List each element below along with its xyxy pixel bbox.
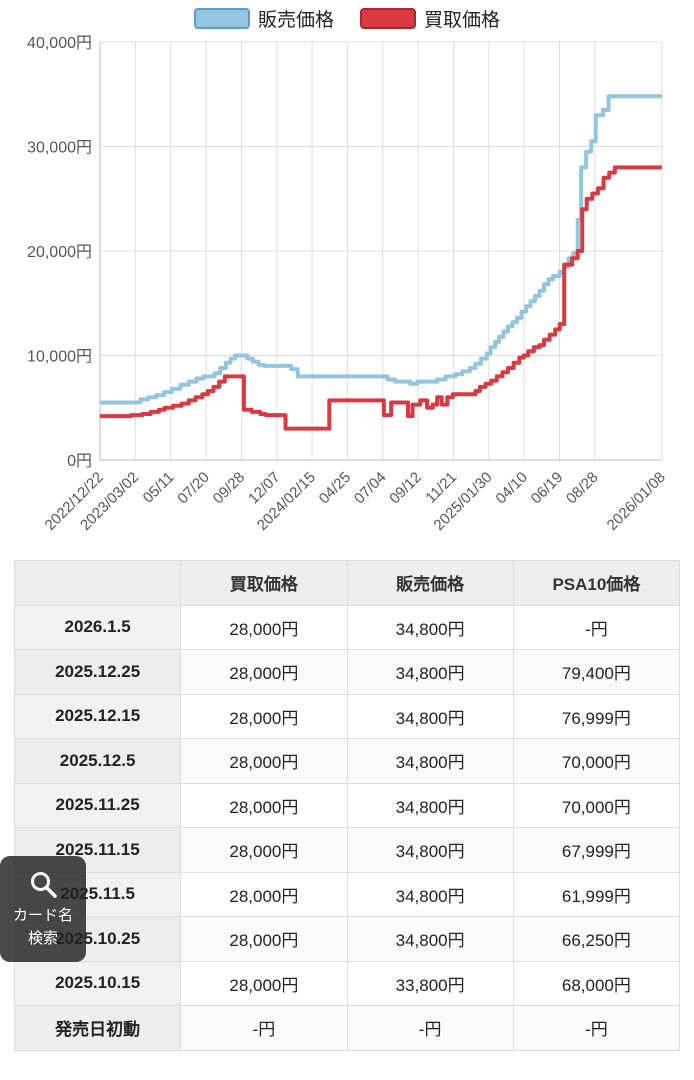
x-axis-tick-label: 07/04: [351, 469, 390, 508]
row-date: 2025.10.15: [13, 960, 182, 1006]
row-date: 2025.12.5: [13, 738, 182, 784]
row-date: 発売日初動: [13, 1005, 182, 1051]
row-psa10-value: 70,000円: [512, 782, 681, 828]
table-row: 2025.10.25 28,000円 34,800円 66,250円: [13, 916, 681, 962]
x-axis-tick-label: 04/25: [316, 469, 355, 508]
x-axis-tick-label: 2026/01/08: [604, 469, 669, 534]
price-table-body: 2026.1.5 28,000円 34,800円 -円 2025.12.25 28,000…: [13, 604, 681, 1051]
row-kaitori-value: 28,000円: [180, 960, 348, 1006]
price-table-head: 買取価格 販売価格 PSA10価格: [13, 560, 681, 606]
kaitori-price-line: [100, 165, 662, 431]
row-kaitori-value: 28,000円: [180, 782, 348, 828]
row-hanbai-value: 33,800円: [346, 960, 514, 1006]
row-date: 2025.11.25: [13, 782, 182, 828]
search-button-label-line1: カード名: [12, 907, 73, 925]
row-kaitori-value: 28,000円: [180, 693, 348, 739]
x-axis-tick-label: 08/28: [563, 469, 602, 508]
header-date: [13, 560, 182, 606]
kaitori-legend-label: 買取価格: [424, 10, 501, 31]
search-icon: [28, 869, 58, 904]
row-psa10-value: 76,999円: [512, 693, 681, 739]
row-hanbai-value: -円: [346, 1005, 514, 1051]
table-row: 2025.11.25 28,000円 34,800円 70,000円: [13, 782, 681, 828]
x-axis-tick-label: 09/12: [386, 469, 425, 508]
row-psa10-value: 67,999円: [512, 827, 681, 873]
y-axis-tick-label: 20,000円: [27, 244, 92, 261]
x-axis-tick-label: 07/20: [174, 469, 213, 508]
y-axis-tick-label: 10,000円: [27, 349, 92, 366]
y-axis-tick-label: 30,000円: [27, 140, 92, 157]
row-kaitori-value: 28,000円: [180, 916, 348, 962]
x-axis-tick-label: 06/19: [528, 469, 567, 508]
row-kaitori-value: 28,000円: [180, 649, 348, 695]
table-row: 2025.10.15 28,000円 33,800円 68,000円: [13, 960, 681, 1006]
row-psa10-value: 66,250円: [512, 916, 681, 962]
table-row: 発売日初動 -円 -円 -円: [13, 1005, 681, 1051]
row-psa10-value: -円: [512, 1005, 681, 1051]
header-hanbai: 販売価格: [346, 560, 514, 606]
table-row: 2025.12.5 28,000円 34,800円 70,000円: [13, 738, 681, 784]
row-kaitori-value: 28,000円: [180, 871, 348, 917]
table-row: 2026.1.5 28,000円 34,800円 -円: [13, 604, 681, 650]
price-table-area: 買取価格 販売価格 PSA10価格 2026.1.5 28,000円 34,800円…: [0, 560, 694, 1051]
x-axis-tick-label: 05/11: [140, 469, 178, 507]
row-hanbai-value: 34,800円: [346, 916, 514, 962]
x-axis-tick-label: 09/28: [210, 469, 249, 508]
row-psa10-value: 61,999円: [512, 871, 681, 917]
chart-legend: 販売価格 買取価格: [0, 5, 694, 32]
header-psa10: PSA10価格: [512, 560, 681, 606]
y-axis-tick-label: 40,000円: [27, 35, 92, 52]
row-hanbai-value: 34,800円: [346, 782, 514, 828]
header-row: 買取価格 販売価格 PSA10価格: [13, 560, 681, 606]
price-history-chart: 販売価格 買取価格 40,000円 30,000円 20,000円 10,000円 0円…: [0, 5, 694, 534]
table-row: 2025.12.25 28,000円 34,800円 79,400円: [13, 649, 681, 695]
legend-item-hanbai: 販売価格: [193, 5, 334, 32]
hanbai-legend-swatch: [193, 8, 250, 29]
hanbai-legend-label: 販売価格: [257, 10, 334, 31]
price-chart-svg: 40,000円30,000円20,000円10,000円0円2022/12/22…: [27, 35, 669, 534]
row-hanbai-value: 34,800円: [346, 871, 514, 917]
table-row: 2025.11.5 28,000円 34,800円 61,999円: [13, 871, 681, 917]
table-row: 2025.11.15 28,000円 34,800円 67,999円: [13, 827, 681, 873]
header-kaitori: 買取価格: [180, 560, 348, 606]
row-hanbai-value: 34,800円: [346, 827, 514, 873]
row-kaitori-value: 28,000円: [180, 738, 348, 784]
row-hanbai-value: 34,800円: [346, 604, 514, 650]
search-button-label-line2: 検索: [27, 929, 58, 947]
price-table: 買取価格 販売価格 PSA10価格 2026.1.5 28,000円 34,800円…: [13, 560, 681, 1051]
card-search-button[interactable]: カード名 検索: [0, 856, 86, 962]
row-hanbai-value: 34,800円: [346, 649, 514, 695]
row-date: 2025.12.25: [13, 649, 182, 695]
row-psa10-value: -円: [512, 604, 681, 650]
row-kaitori-value: -円: [180, 1005, 348, 1051]
row-psa10-value: 68,000円: [512, 960, 681, 1006]
row-hanbai-value: 34,800円: [346, 738, 514, 784]
row-date: 2025.12.15: [13, 693, 182, 739]
table-row: 2025.12.15 28,000円 34,800円 76,999円: [13, 693, 681, 739]
row-psa10-value: 79,400円: [512, 649, 681, 695]
kaitori-legend-swatch: [360, 8, 416, 29]
row-psa10-value: 70,000円: [512, 738, 681, 784]
row-date: 2026.1.5: [13, 604, 182, 650]
legend-item-kaitori: 買取価格: [360, 5, 500, 32]
row-kaitori-value: 28,000円: [180, 604, 348, 650]
y-axis-tick-label: 0円: [67, 453, 92, 470]
row-kaitori-value: 28,000円: [180, 827, 348, 873]
x-axis-tick-label: 04/10: [492, 469, 531, 508]
row-date: 2025.11.15: [13, 827, 182, 873]
row-hanbai-value: 34,800円: [346, 693, 514, 739]
